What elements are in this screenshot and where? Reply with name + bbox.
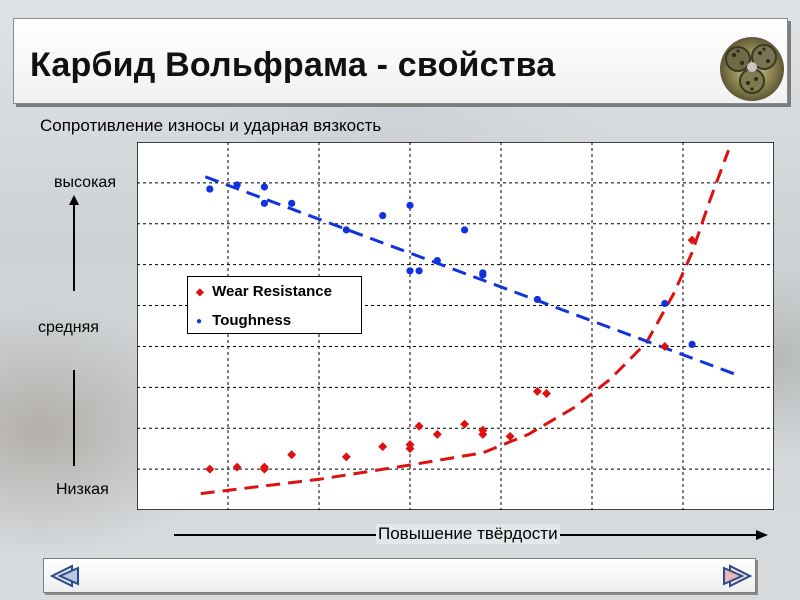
toughness-point <box>233 181 241 189</box>
previous-slide-button[interactable] <box>50 564 80 588</box>
next-slide-button[interactable] <box>722 564 752 588</box>
wear-resistance-point <box>205 464 215 474</box>
toughness-point <box>406 201 414 209</box>
legend-label-toughness: Toughness <box>212 312 292 329</box>
x-axis-label: Повышение твёрдости <box>376 524 560 544</box>
toughness-point <box>479 269 487 277</box>
wear-resistance-point <box>414 421 424 431</box>
circle-marker-icon: ● <box>196 315 203 327</box>
toughness-point <box>406 267 414 275</box>
trend-lines <box>200 149 739 496</box>
toughness-point <box>461 226 469 234</box>
y-label-mid: средняя <box>38 319 99 336</box>
wear-resistance-point <box>405 440 415 450</box>
drill-bit-image <box>720 37 784 101</box>
legend-label-wear: Wear Resistance <box>212 283 332 300</box>
toughness-point <box>415 267 423 275</box>
wear-resistance-point <box>687 235 697 245</box>
wear-resistance-point <box>378 442 388 452</box>
y-label-low: Низкая <box>56 481 109 498</box>
wear-resistance-point <box>532 386 542 396</box>
data-points <box>205 181 697 474</box>
diamond-marker-icon: ◆ <box>196 286 204 298</box>
wear-resistance-point <box>478 429 488 439</box>
wear-resistance-point <box>505 431 515 441</box>
wear-resistance-point <box>341 452 351 462</box>
toughness-point <box>206 185 214 193</box>
navigation-bar <box>43 558 756 593</box>
toughness-point <box>288 199 296 207</box>
wear-resistance-point <box>542 388 551 398</box>
chart-title: Сопротивление износы и ударная вязкость <box>40 116 382 135</box>
wear-resistance-point <box>232 462 242 472</box>
toughness-point <box>661 299 669 308</box>
legend: ◆ Wear Resistance ● Toughness <box>187 276 362 334</box>
legend-item-toughness: ● Toughness <box>196 312 291 329</box>
slide-title: Карбид Вольфрама - свойства <box>30 46 556 84</box>
trendline-wear-resistance <box>200 149 730 496</box>
legend-item-wear: ◆ Wear Resistance <box>196 283 332 300</box>
wear-resistance-point <box>287 450 297 460</box>
toughness-point <box>379 212 387 220</box>
toughness-point <box>533 295 541 304</box>
wear-resistance-point <box>460 419 470 429</box>
y-label-high: высокая <box>54 174 116 191</box>
title-box: Карбид Вольфрама - свойства <box>13 18 788 104</box>
toughness-point <box>433 256 441 265</box>
wear-resistance-point <box>432 429 442 439</box>
toughness-point <box>260 199 268 207</box>
y-up-arrow <box>69 195 79 291</box>
toughness-point <box>260 183 268 191</box>
toughness-point <box>342 226 350 234</box>
y-bar-low <box>73 370 75 466</box>
wear-resistance-point <box>259 462 269 472</box>
trendline-toughness <box>204 175 739 377</box>
wear-resistance-point <box>660 341 670 351</box>
toughness-point <box>688 340 696 348</box>
